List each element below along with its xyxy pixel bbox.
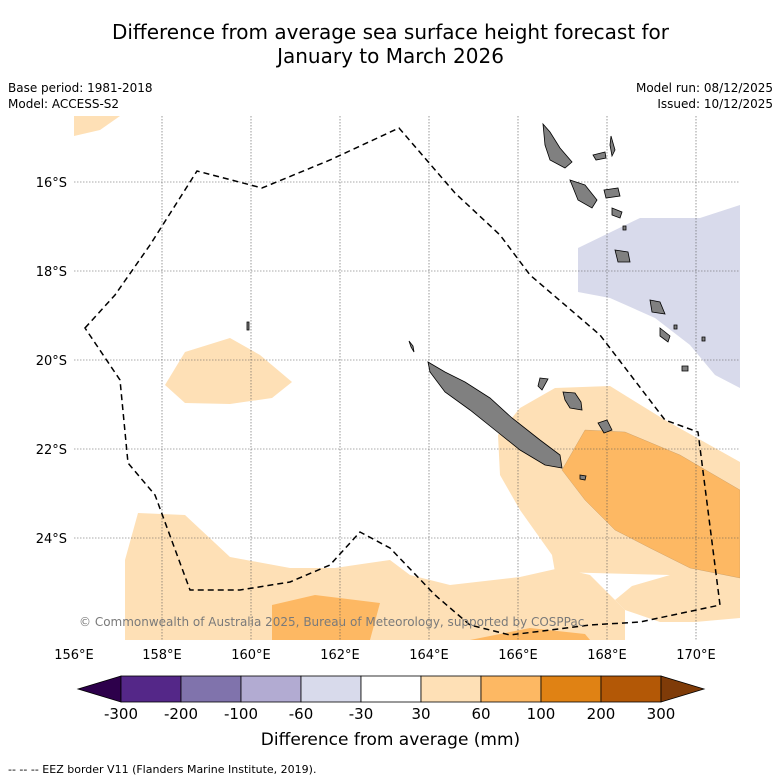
anomaly-light-orange-west: [165, 338, 292, 404]
colorbar-extend-low: [76, 675, 122, 703]
anomaly-light-orange-south: [125, 513, 625, 640]
colorbar-tick-label: -60: [288, 705, 314, 723]
gridlines: [74, 116, 740, 640]
lat-label: 22°S: [36, 443, 67, 458]
new-caledonia-island: [427, 361, 563, 469]
anomaly-light-orange-topleft: [74, 116, 120, 136]
lon-label: 160°E: [231, 648, 271, 663]
colorbar-segment: [240, 675, 302, 703]
meta-right: Model run: 08/12/2025 Issued: 10/12/2025: [636, 80, 773, 112]
vanuatu-island-9: [659, 327, 671, 343]
lat-label: 18°S: [36, 265, 67, 280]
lon-label: 158°E: [142, 648, 182, 663]
vanuatu-island-3: [592, 151, 607, 161]
colorbar-tick-label: -300: [103, 705, 139, 723]
anomaly-orange-east: [561, 429, 740, 579]
colorbar-segment: [480, 675, 542, 703]
lon-label: 164°E: [409, 648, 449, 663]
colorbar-tick-label: 300: [646, 705, 676, 723]
copyright-text: © Commonwealth of Australia 2025, Bureau…: [79, 615, 584, 629]
small-island-4: [673, 324, 678, 330]
colorbar-extend-high: [660, 675, 706, 703]
loyalty-island-1: [537, 377, 549, 391]
vanuatu-island-7: [614, 249, 631, 263]
vanuatu-island-4: [609, 135, 616, 158]
loyalty-island-3: [597, 419, 613, 434]
title-line-1: Difference from average sea surface heig…: [111, 20, 670, 44]
small-island-3: [681, 365, 689, 372]
colorbar-tick-label: 30: [411, 705, 431, 723]
lon-label: 162°E: [320, 648, 360, 663]
colorbar-segment: [120, 675, 182, 703]
small-island-5: [701, 336, 706, 342]
lat-label: 20°S: [36, 354, 67, 369]
anomaly-orange-south-east: [470, 628, 590, 640]
lat-label: 16°S: [36, 176, 67, 191]
meta-left: Base period: 1981-2018 Model: ACCESS-S2: [8, 80, 153, 112]
colorbar-tick-label: -200: [163, 705, 199, 723]
lat-labels: 16°S 18°S 20°S 22°S 24°S: [36, 176, 67, 547]
colorbar-title: Difference from average (mm): [260, 730, 521, 750]
map-area: [74, 116, 740, 640]
map-title: Difference from average sea surface heig…: [0, 20, 781, 68]
vanuatu-island-8: [649, 299, 666, 315]
vanuatu-island-1: [542, 122, 573, 169]
lon-label: 168°E: [587, 648, 627, 663]
colorbar-tick-label: 100: [526, 705, 556, 723]
colorbar-tick-label: 200: [586, 705, 616, 723]
colorbar-tick-label: -100: [223, 705, 259, 723]
colorbar-tick-label: -30: [348, 705, 374, 723]
lon-labels: 156°E 158°E 160°E 162°E 164°E 166°E 168°…: [54, 648, 716, 663]
small-island-2: [246, 321, 250, 331]
colorbar-segment: [420, 675, 482, 703]
issued-text: Issued: 10/12/2025: [657, 97, 773, 111]
model-run-text: Model run: 08/12/2025: [635, 81, 773, 95]
colorbar-segment: [180, 675, 242, 703]
anomaly-orange-south: [272, 595, 380, 640]
colorbar-segment: [300, 675, 362, 703]
model-text: Model: ACCESS-S2: [8, 97, 120, 111]
eez-footer-note: -- -- -- EEZ border V11 (Flanders Marine…: [8, 763, 317, 776]
eez-border-line: [84, 127, 721, 636]
colorbar-segment: [360, 675, 422, 703]
small-island-6: [622, 225, 627, 231]
lon-label: 166°E: [498, 648, 538, 663]
colorbar-segment: [600, 675, 662, 703]
land-masses: [246, 122, 706, 481]
vanuatu-island-6: [611, 207, 623, 219]
lon-label: 170°E: [676, 648, 716, 663]
small-island-1: [408, 340, 415, 353]
colorbar-segment: [540, 675, 602, 703]
colorbar: [76, 675, 706, 703]
title-line-2: January to March 2026: [277, 44, 504, 68]
vanuatu-island-2: [569, 179, 598, 209]
base-period-text: Base period: 1981-2018: [8, 81, 153, 95]
isle-of-pines: [579, 474, 587, 481]
lon-label: 156°E: [54, 648, 94, 663]
lat-label: 24°S: [36, 532, 67, 547]
loyalty-island-2: [562, 391, 583, 411]
vanuatu-island-5: [603, 187, 621, 199]
anomaly-lightpurple-region: [578, 205, 740, 388]
colorbar-tick-label: 60: [471, 705, 491, 723]
